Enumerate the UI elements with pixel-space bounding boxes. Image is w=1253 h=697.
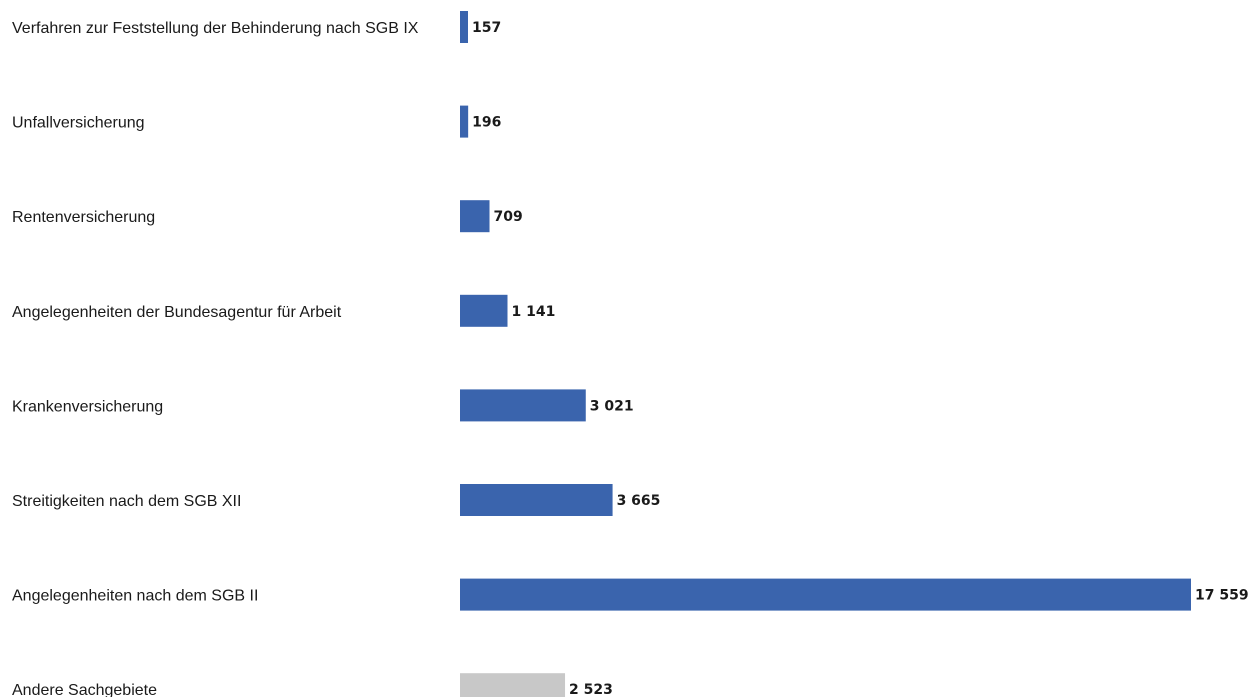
category-labels: Verfahren zur Feststellung der Behinderu… <box>12 20 419 697</box>
category-label: Rentenversicherung <box>12 209 155 226</box>
bar <box>460 389 586 422</box>
category-label: Angelegenheiten nach dem SGB II <box>12 588 258 605</box>
value-label: 3 021 <box>590 398 634 414</box>
bar <box>460 673 566 697</box>
value-label: 17 559 <box>1195 588 1249 604</box>
value-label: 157 <box>472 20 501 36</box>
bar <box>460 578 1191 611</box>
category-label: Unfallversicherung <box>12 115 145 132</box>
category-label: Krankenversicherung <box>12 398 163 415</box>
value-label: 196 <box>472 115 501 131</box>
bar <box>460 200 490 233</box>
bar <box>460 484 613 516</box>
bars <box>460 11 1191 697</box>
value-label: 2 523 <box>569 682 613 697</box>
value-label: 3 665 <box>617 493 661 509</box>
category-label: Andere Sachgebiete <box>12 682 157 697</box>
category-label: Streitigkeiten nach dem SGB XII <box>12 493 241 510</box>
value-labels: 157 196 709 1 141 3 021 3 665 17 559 2 523 <box>472 20 1249 697</box>
value-label: 1 141 <box>512 304 556 320</box>
category-label: Angelegenheiten der Bundesagentur für Ar… <box>12 304 342 321</box>
value-label: 709 <box>494 209 523 225</box>
bar <box>460 11 468 43</box>
bar <box>460 105 469 138</box>
category-label: Verfahren zur Feststellung der Behinderu… <box>12 20 419 37</box>
bar <box>460 294 508 327</box>
